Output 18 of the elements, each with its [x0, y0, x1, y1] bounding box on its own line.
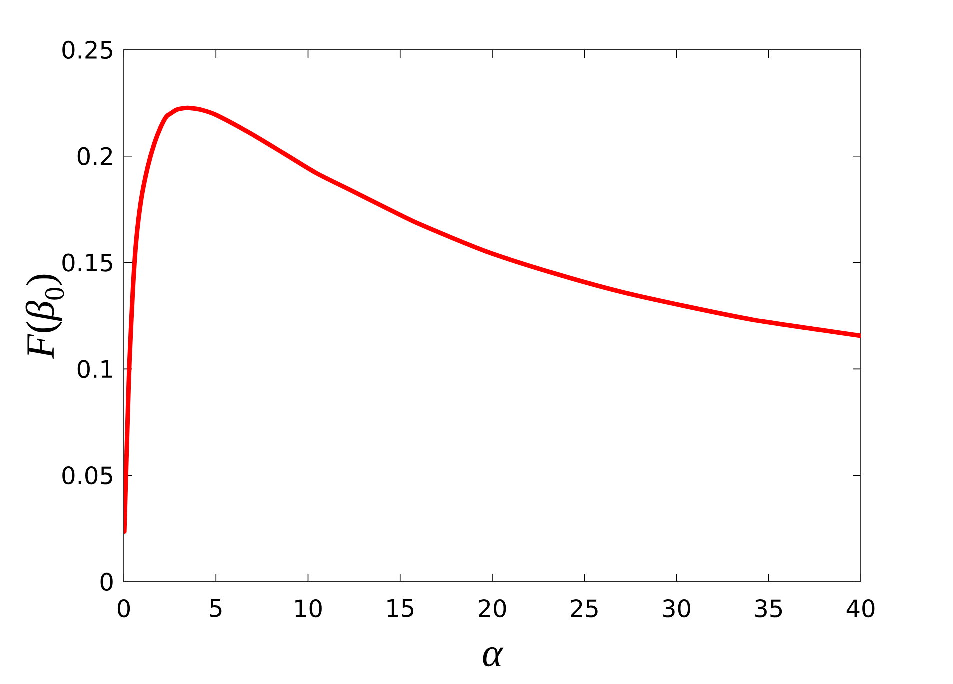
x-tick-label: 5: [210, 600, 222, 618]
x-axis-title: α: [483, 647, 504, 667]
x-tick-label: 30: [663, 600, 690, 618]
x-tick-label: 35: [755, 600, 782, 618]
x-tick-label: 40: [846, 600, 875, 618]
y-tick-label: 0.15: [62, 254, 112, 272]
y-tick-label: 0: [100, 572, 113, 592]
x-tick-label: 0: [118, 600, 130, 618]
x-tick-label: 10: [296, 600, 322, 618]
y-tick-label: 0.1: [78, 360, 112, 378]
y-tick-label: 0.25: [62, 40, 112, 60]
y-tick-label: 0.05: [62, 466, 112, 485]
line-series: [124, 106, 862, 534]
x-tick-label: 25: [571, 600, 598, 618]
x-tick-label: 15: [388, 600, 414, 618]
x-tick-label: 20: [478, 600, 506, 618]
y-axis-title: F(β$_{0}$): [26, 274, 64, 360]
y-tick-label: 0.2: [78, 147, 112, 166]
